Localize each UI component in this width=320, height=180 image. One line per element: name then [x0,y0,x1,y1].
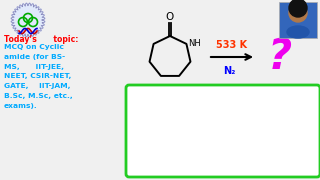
Text: B.Sc, M.Sc, etc.,: B.Sc, M.Sc, etc., [4,93,73,99]
Text: Poly-ester (PET): Poly-ester (PET) [146,108,233,117]
FancyBboxPatch shape [279,2,317,38]
Text: MCQ on Cyclic: MCQ on Cyclic [4,44,64,50]
Text: NEET, CSIR-NET,: NEET, CSIR-NET, [4,73,71,79]
Text: (b): (b) [135,140,149,149]
Text: Today’s      topic:: Today’s topic: [4,35,78,44]
FancyBboxPatch shape [126,85,320,177]
Text: MS,      IIT-JEE,: MS, IIT-JEE, [4,64,64,70]
Text: N₂: N₂ [223,66,235,76]
Text: NH: NH [188,39,201,48]
Circle shape [289,4,307,22]
Polygon shape [11,3,45,37]
Text: (a): (a) [135,102,148,111]
Text: Nylon-6: Nylon-6 [240,108,281,117]
Text: (c): (c) [229,102,242,111]
Circle shape [289,0,307,17]
Text: amide (for BS-: amide (for BS- [4,54,65,60]
Ellipse shape [287,26,309,38]
Text: Poly-carbonate: Poly-carbonate [146,146,227,155]
Text: exams).: exams). [4,103,38,109]
Text: GATE,    IIT-JAM,: GATE, IIT-JAM, [4,83,70,89]
Text: O: O [166,12,174,22]
Text: (d): (d) [229,140,243,149]
Text: Nylon-6,6: Nylon-6,6 [240,146,292,155]
Text: ?: ? [268,36,292,78]
Text: 533 K: 533 K [216,40,248,50]
